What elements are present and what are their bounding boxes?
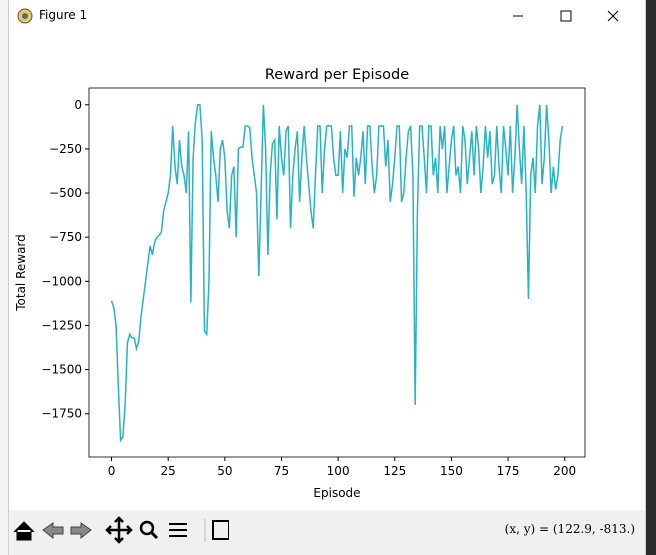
x-tick-label: 200 bbox=[553, 464, 576, 478]
y-tick-label: −1250 bbox=[41, 318, 82, 332]
y-tick-label: −750 bbox=[49, 230, 82, 244]
home-button[interactable] bbox=[13, 521, 35, 541]
figure-window: Figure 1 Reward per Episode Episode Tota… bbox=[8, 0, 646, 555]
x-tick-label: 25 bbox=[161, 464, 176, 478]
back-button[interactable] bbox=[42, 522, 64, 540]
y-tick-label: −1750 bbox=[41, 407, 82, 421]
y-tick-label: −250 bbox=[49, 142, 82, 156]
plot-frame bbox=[88, 87, 586, 458]
save-button[interactable] bbox=[212, 520, 229, 540]
zoom-handle bbox=[149, 530, 159, 540]
zoom-button[interactable] bbox=[139, 520, 155, 536]
toolbar: (x, y) = (122.9, -813.) bbox=[9, 510, 645, 555]
x-tick-label: 0 bbox=[108, 464, 116, 478]
pan-button[interactable] bbox=[105, 516, 133, 544]
cursor-status: (x, y) = (122.9, -813.) bbox=[504, 522, 635, 536]
chart: Reward per Episode Episode Total Reward … bbox=[14, 67, 586, 500]
chart-title: Reward per Episode bbox=[265, 67, 409, 83]
y-axis-label: Total Reward bbox=[14, 234, 28, 312]
app-icon bbox=[17, 8, 33, 24]
x-tick-label: 125 bbox=[383, 464, 406, 478]
y-tick-label: −1000 bbox=[41, 274, 82, 288]
x-tick-label: 175 bbox=[497, 464, 520, 478]
toolbar-buttons bbox=[13, 516, 229, 544]
reward-line bbox=[110, 104, 564, 443]
x-tick-label: 75 bbox=[274, 464, 289, 478]
window-controls[interactable] bbox=[495, 0, 645, 32]
y-tick-label: 0 bbox=[74, 98, 82, 112]
x-tick-label: 50 bbox=[217, 464, 232, 478]
y-tick-label: −500 bbox=[49, 186, 82, 200]
window-title: Figure 1 bbox=[39, 8, 88, 22]
maximize-button[interactable] bbox=[560, 10, 572, 22]
forward-button[interactable] bbox=[70, 522, 92, 540]
background-window bbox=[0, 0, 8, 555]
x-tick-label: 150 bbox=[440, 464, 463, 478]
title-bar: Figure 1 bbox=[9, 0, 645, 32]
x-tick-label: 100 bbox=[327, 464, 350, 478]
configure-button[interactable] bbox=[169, 523, 187, 537]
y-tick-label: −1500 bbox=[41, 363, 82, 377]
x-axis-label: Episode bbox=[313, 486, 360, 500]
close-button[interactable] bbox=[607, 10, 619, 22]
